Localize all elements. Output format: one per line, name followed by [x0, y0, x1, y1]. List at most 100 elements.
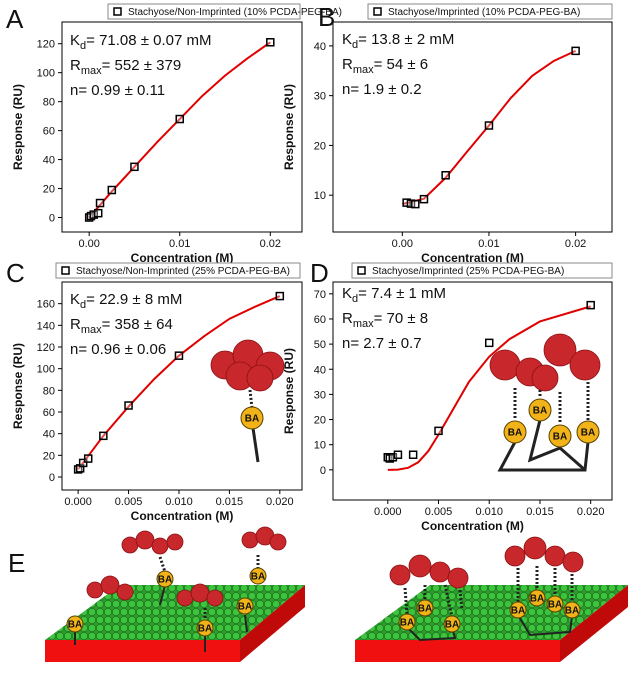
annotation-text: = 7.4 ± 1 mM	[358, 285, 446, 302]
annotation-text: n= 1.9 ± 0.2	[342, 81, 422, 98]
annotation-subscript: d	[352, 293, 358, 305]
annotation: Rmax= 54 ± 6	[342, 56, 428, 76]
data-point	[124, 401, 133, 410]
annotation-symbol: R	[342, 56, 353, 73]
y-tick-label: 60	[43, 126, 55, 138]
ba-label: BA	[530, 594, 544, 605]
data-point	[95, 198, 105, 208]
annotation-subscript: max	[353, 318, 374, 330]
y-tick-label: 40	[43, 155, 55, 167]
annotation: Rmax= 358 ± 64	[70, 316, 173, 336]
data-point	[402, 198, 411, 207]
annotation-symbol: R	[70, 57, 81, 74]
plot-frame	[61, 21, 303, 233]
x-tick-label: 0.01	[478, 238, 499, 250]
x-tick-label: 0.010	[165, 496, 193, 508]
fit-line	[77, 295, 281, 471]
x-axis-title: Concentration (M)	[131, 509, 234, 523]
ba-label: BA	[508, 428, 522, 439]
y-tick-label: 120	[37, 342, 55, 354]
molecules-right: BA BA BA BA BA BA BA	[389, 536, 584, 642]
annotation: Kd= 71.08 ± 0.07 mM	[70, 32, 212, 52]
y-tick-label: 40	[43, 429, 55, 441]
ba-label: BA	[565, 606, 579, 617]
ba-label: BA	[511, 606, 525, 617]
data-point	[130, 162, 139, 172]
legend-box	[367, 3, 613, 20]
annotation-text: = 13.8 ± 2 mM	[358, 31, 454, 48]
annotation: n= 0.96 ± 0.06	[70, 341, 166, 358]
data-point	[408, 450, 418, 459]
data-point	[107, 185, 117, 195]
ba-label: BA	[245, 414, 259, 425]
data-point	[89, 210, 98, 219]
fit-line	[402, 49, 577, 206]
data-point	[73, 465, 83, 474]
annotation-subscript: d	[352, 39, 358, 51]
annotation-subscript: d	[80, 40, 86, 52]
illustration-c: BA	[210, 339, 285, 463]
x-tick-label: 0.00	[78, 238, 99, 250]
x-axis-title: Concentration (M)	[421, 519, 524, 533]
y-tick-label: 120	[37, 39, 55, 51]
y-tick-label: 100	[37, 68, 55, 80]
legend-marker	[373, 7, 382, 16]
legend-label: Stachyose/Imprinted (25% PCDA-PEG-BA)	[372, 266, 564, 277]
y-tick-label: 80	[43, 97, 55, 109]
legend-label: Stachyose/Non-Imprinted (25% PCDA-PEG-BA…	[76, 266, 290, 277]
data-point	[571, 46, 580, 56]
molecules-left: BA BA BA BA BA	[66, 526, 287, 652]
data-point	[419, 194, 429, 204]
x-tick-label: 0.005	[115, 496, 143, 508]
y-tick-label: 0	[49, 472, 55, 484]
annotation: n= 0.99 ± 0.11	[70, 82, 165, 99]
annotation-text: = 71.08 ± 0.07 mM	[86, 32, 211, 49]
data-point	[174, 351, 184, 360]
x-tick-label: 0.010	[475, 506, 503, 518]
annotation: Kd= 13.8 ± 2 mM	[342, 31, 454, 51]
legend-marker	[113, 7, 122, 16]
legend-marker	[357, 266, 366, 275]
illustration-d: BA BA BA BA	[489, 333, 601, 472]
data-point	[275, 291, 285, 301]
annotation-text: = 22.9 ± 8 mM	[86, 291, 182, 308]
ba-label: BA	[581, 428, 595, 439]
ba-label: BA	[238, 602, 252, 613]
x-tick-label: 0.020	[577, 506, 605, 518]
fit-line	[88, 41, 271, 219]
annotation: Rmax= 70 ± 8	[342, 310, 428, 330]
x-tick-label: 0.02	[565, 238, 586, 250]
y-tick-label: 30	[314, 389, 326, 401]
annotation-subscript: d	[80, 299, 86, 311]
y-tick-label: 40	[314, 41, 326, 53]
panel-letter: A	[6, 4, 24, 34]
y-tick-label: 10	[314, 190, 326, 202]
y-tick-label: 10	[314, 440, 326, 452]
annotation-symbol: K	[70, 291, 80, 308]
y-tick-label: 70	[314, 289, 326, 301]
y-tick-label: 60	[43, 407, 55, 419]
annotation-text: = 358 ± 64	[102, 316, 173, 333]
annotation: Rmax= 552 ± 379	[70, 57, 181, 77]
data-point	[484, 338, 494, 348]
y-tick-label: 80	[43, 385, 55, 397]
y-tick-label: 20	[43, 450, 55, 462]
x-tick-label: 0.020	[266, 496, 294, 508]
data-point	[411, 199, 420, 209]
ba-label: BA	[158, 575, 172, 586]
ba-label: BA	[553, 432, 567, 443]
ba-label: BA	[198, 624, 212, 635]
panel-letter: B	[318, 2, 335, 32]
data-point	[586, 300, 595, 310]
membrane-right	[355, 585, 628, 662]
legend-label: Stachyose/Imprinted (10% PCDA-PEG-BA)	[388, 7, 580, 18]
annotation-subscript: max	[353, 64, 374, 76]
y-tick-label: 30	[314, 91, 326, 103]
annotation-text: = 552 ± 379	[102, 57, 182, 74]
annotation-text: n= 2.7 ± 0.7	[342, 335, 422, 352]
x-tick-label: 0.000	[374, 506, 402, 518]
legend-box	[55, 262, 301, 279]
data-point	[406, 199, 416, 208]
x-tick-label: 0.015	[526, 506, 554, 518]
x-axis-title: Concentration (M)	[131, 251, 234, 265]
